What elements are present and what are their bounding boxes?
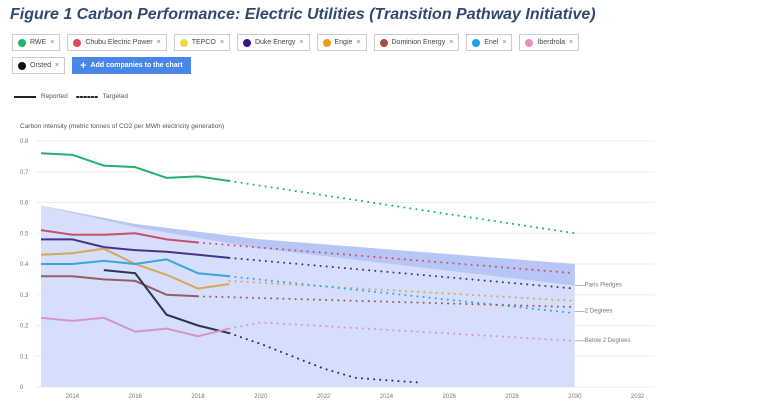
add-companies-button[interactable]: + Add companies to the chart [72, 57, 191, 74]
color-dot-icon [18, 61, 26, 70]
y-tick-label: 0.5 [20, 231, 29, 237]
y-tick-label: 0.8 [20, 139, 29, 145]
chip-label: Chubu Electric Power [85, 39, 153, 46]
chip-label: RWE [30, 39, 47, 46]
x-tick-label: 2022 [317, 394, 331, 400]
legend-reported: Reported [41, 93, 68, 100]
color-dot-icon [322, 38, 331, 47]
color-dot-icon [525, 38, 534, 47]
plus-icon: + [80, 59, 87, 72]
y-tick-label: 0.6 [20, 201, 29, 207]
solid-line-icon [14, 95, 36, 98]
add-button-label: Add companies to the chart [90, 62, 183, 69]
reported-line-chubu-electric-power [40, 229, 199, 244]
x-tick-label: 2018 [191, 394, 205, 400]
benchmark-label: 2 Degrees [585, 309, 613, 315]
company-chip[interactable]: Engie × [316, 34, 367, 51]
legend-targeted: Targeted [102, 93, 129, 100]
color-dot-icon [379, 38, 388, 47]
remove-icon[interactable]: × [356, 39, 361, 46]
color-dot-icon [18, 38, 26, 47]
reported-line-dominion-energy [41, 275, 199, 298]
company-chip[interactable]: Orsted × [12, 57, 66, 74]
remove-icon[interactable]: × [502, 39, 507, 46]
y-tick-label: 0.3 [20, 293, 29, 299]
y-tick-label: 0.4 [20, 262, 29, 268]
remove-icon[interactable]: × [219, 39, 224, 46]
color-dot-icon [242, 38, 251, 47]
y-tick-label: 0 [20, 385, 24, 391]
reported-line-enel [41, 258, 230, 278]
benchmark-label: Paris Pledges [585, 283, 622, 289]
chip-label: Iberdrola [537, 39, 566, 46]
chip-label: Orsted [30, 62, 52, 69]
reported-line-duke-energy [41, 238, 230, 259]
company-chip[interactable]: Duke Energy × [236, 34, 310, 51]
paris-pledges-band [41, 205, 575, 286]
company-chips: RWE × Chubu Electric Power × TEPCO × Duke Ener… [12, 34, 612, 74]
remove-icon[interactable]: × [569, 39, 574, 46]
color-dot-icon [472, 38, 481, 47]
targeted-line-orsted [228, 332, 419, 384]
remove-icon[interactable]: × [50, 39, 55, 46]
chip-label: TEPCO [191, 39, 216, 46]
x-tick-label: 2024 [380, 394, 394, 400]
x-tick-label: 2020 [254, 394, 268, 400]
chip-label: Engie [334, 39, 353, 46]
y-tick-label: 0.2 [20, 324, 29, 330]
chip-label: Duke Energy [254, 39, 296, 46]
y-tick-label: 0.1 [20, 354, 29, 360]
x-tick-label: 2014 [66, 394, 80, 400]
company-chip[interactable]: Enel × [466, 34, 513, 51]
benchmark-area [41, 205, 575, 387]
remove-icon[interactable]: × [55, 62, 60, 69]
reported-line-rwe [40, 152, 230, 182]
targeted-line-dominion-energy [197, 295, 576, 309]
figure-title: Figure 1 Carbon Performance: Electric Ut… [10, 6, 596, 23]
chip-label: Enel [484, 39, 499, 46]
color-dot-icon [73, 38, 82, 47]
targeted-line-rwe [228, 179, 576, 235]
targeted-line-chubu-electric-power [197, 241, 576, 275]
company-chip[interactable]: Dominion Energy × [373, 34, 460, 51]
y-tick-label: 0.7 [20, 170, 29, 176]
y-axis-label: Carbon intensity (metric tonnes of CO2 p… [20, 123, 225, 130]
company-chip[interactable]: Chubu Electric Power × [67, 34, 167, 51]
x-tick-label: 2030 [568, 394, 582, 400]
x-tick-label: 2026 [443, 394, 457, 400]
color-dot-icon [179, 38, 188, 47]
benchmark-label: Below 2 Degrees [585, 338, 631, 344]
chip-label: Dominion Energy [391, 39, 446, 46]
remove-icon[interactable]: × [449, 39, 454, 46]
company-chip[interactable]: RWE × [12, 34, 61, 51]
x-tick-label: 2028 [505, 394, 519, 400]
line-style-legend: Reported Targeted [14, 93, 128, 100]
dotted-line-icon [75, 95, 98, 98]
x-tick-label: 2032 [631, 394, 645, 400]
remove-icon[interactable]: × [299, 39, 304, 46]
x-tick-label: 2016 [129, 394, 143, 400]
reported-line-orsted [103, 269, 230, 335]
company-chip[interactable]: TEPCO × [173, 34, 230, 51]
company-chip[interactable]: Iberdrola × [519, 34, 580, 51]
reported-line-iberdrola [40, 316, 230, 338]
remove-icon[interactable]: × [156, 39, 161, 46]
